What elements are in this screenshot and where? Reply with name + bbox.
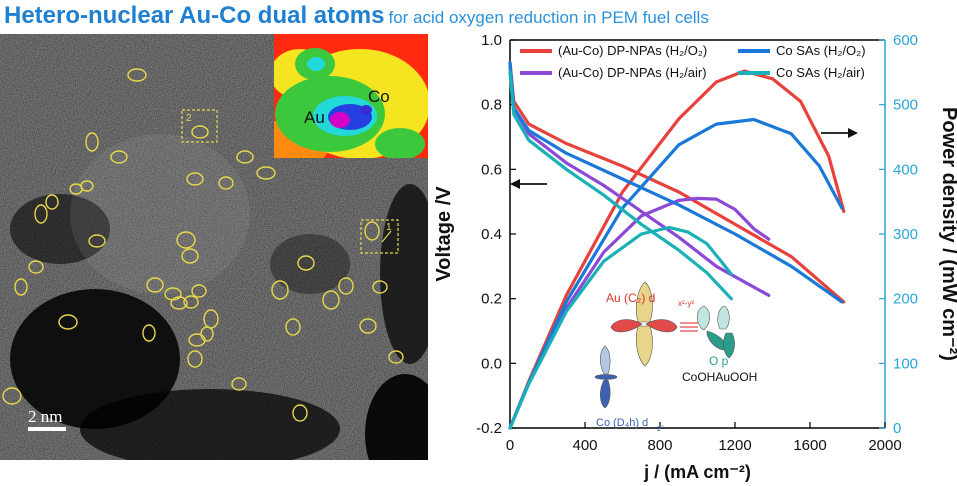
- banner-title: Hetero-nuclear Au-Co dual atoms: [4, 2, 385, 29]
- x-tick-label: 800: [647, 437, 672, 454]
- inset-label-au: Au: [304, 108, 325, 127]
- region-box-1-label: 1: [386, 222, 392, 233]
- y-right-axis-label: Power density / (mW cm⁻²): [938, 107, 957, 361]
- legend-label-au-co-h2-o2: (Au-Co) DP-NPAs (H₂/O₂): [558, 43, 707, 58]
- stem-micrograph: 2 1 Au Co 2 nm: [0, 34, 428, 460]
- y-left-tick-label: 0.4: [481, 226, 502, 243]
- banner-subtitle: for acid oxygen reduction in PEM fuel ce…: [388, 8, 709, 27]
- orbital-schematic: Au (C₂) d x²-y² O p CoOHAuOOH Co (D₄h) d…: [594, 281, 757, 433]
- y-right-tick-label: 400: [893, 161, 918, 178]
- legend-label-co-sas-h2-o2: Co SAs (H₂/O₂): [776, 43, 866, 58]
- intensity-heatmap-inset: Au Co: [274, 34, 428, 158]
- polarization-power-chart: 0 400 800 1200 1600 2000-0.20.00.20.40.60.81.…: [433, 32, 957, 482]
- region-box-2: [181, 109, 218, 143]
- y-left-axis-label: Voltage /V: [433, 186, 455, 282]
- x-tick-label: 1200: [718, 437, 751, 454]
- y-left-tick-label: 1.0: [481, 32, 502, 49]
- x-axis-label: j / (mA cm⁻²): [643, 462, 751, 482]
- banner: Hetero-nuclear Au-Co dual atoms for acid …: [4, 2, 954, 32]
- au-orbital-sub: x²-y²: [678, 299, 694, 308]
- x-tick-label: 1600: [793, 437, 826, 454]
- right-axis-arrow: [821, 128, 858, 138]
- legend-label-co-sas-h2-air: Co SAs (H₂/air): [776, 65, 865, 80]
- legend: (Au-Co) DP-NPAs (H₂/O₂) (Au-Co) DP-NPAs …: [520, 43, 866, 80]
- y-left-tick-label: 0.6: [481, 161, 502, 178]
- y-left-tick-label: 0.0: [481, 355, 502, 372]
- au-orbital-label: Au (C₂) d: [606, 291, 655, 305]
- scale-bar: [28, 427, 66, 431]
- voltage-curve-series-3: [508, 70, 733, 301]
- y-right-tick-label: 300: [893, 226, 918, 243]
- y-left-tick-label: 0.2: [481, 291, 502, 308]
- y-left-tick-label: 0.8: [481, 97, 502, 114]
- x-tick-label: 400: [572, 437, 597, 454]
- y-right-tick-label: 500: [893, 97, 918, 114]
- o-orbital-label: O p: [709, 354, 729, 368]
- power-curve-series-0: [508, 69, 846, 430]
- power-curve-series-3: [508, 225, 733, 430]
- voltage-curve-series-1: [508, 64, 771, 297]
- legend-label-au-co-h2-air: (Au-Co) DP-NPAs (H₂/air): [558, 65, 707, 80]
- power-curve-series-2: [508, 117, 844, 430]
- y-right-tick-label: 0: [893, 420, 901, 437]
- y-right-tick-label: 100: [893, 355, 918, 372]
- y-left-tick-label: -0.2: [476, 420, 502, 437]
- y-right-tick-label: 600: [893, 32, 918, 49]
- atom-markers: [2, 68, 404, 422]
- scale-bar-label: 2 nm: [28, 407, 62, 426]
- inset-label-co: Co: [368, 87, 390, 106]
- co-orbital-sub: z²: [657, 424, 664, 433]
- y-right-tick-label: 200: [893, 291, 918, 308]
- left-axis-arrow: [510, 179, 547, 189]
- region-box-2-label: 2: [186, 113, 192, 124]
- voltage-curve-series-2: [508, 60, 844, 304]
- co-orbital-label: Co (D₄h) d: [596, 417, 648, 429]
- x-tick-label: 0: [506, 437, 514, 454]
- x-tick-label: 2000: [868, 437, 901, 454]
- formula-label: CoOHAuOOH: [682, 370, 757, 384]
- voltage-curve-series-0: [508, 60, 846, 304]
